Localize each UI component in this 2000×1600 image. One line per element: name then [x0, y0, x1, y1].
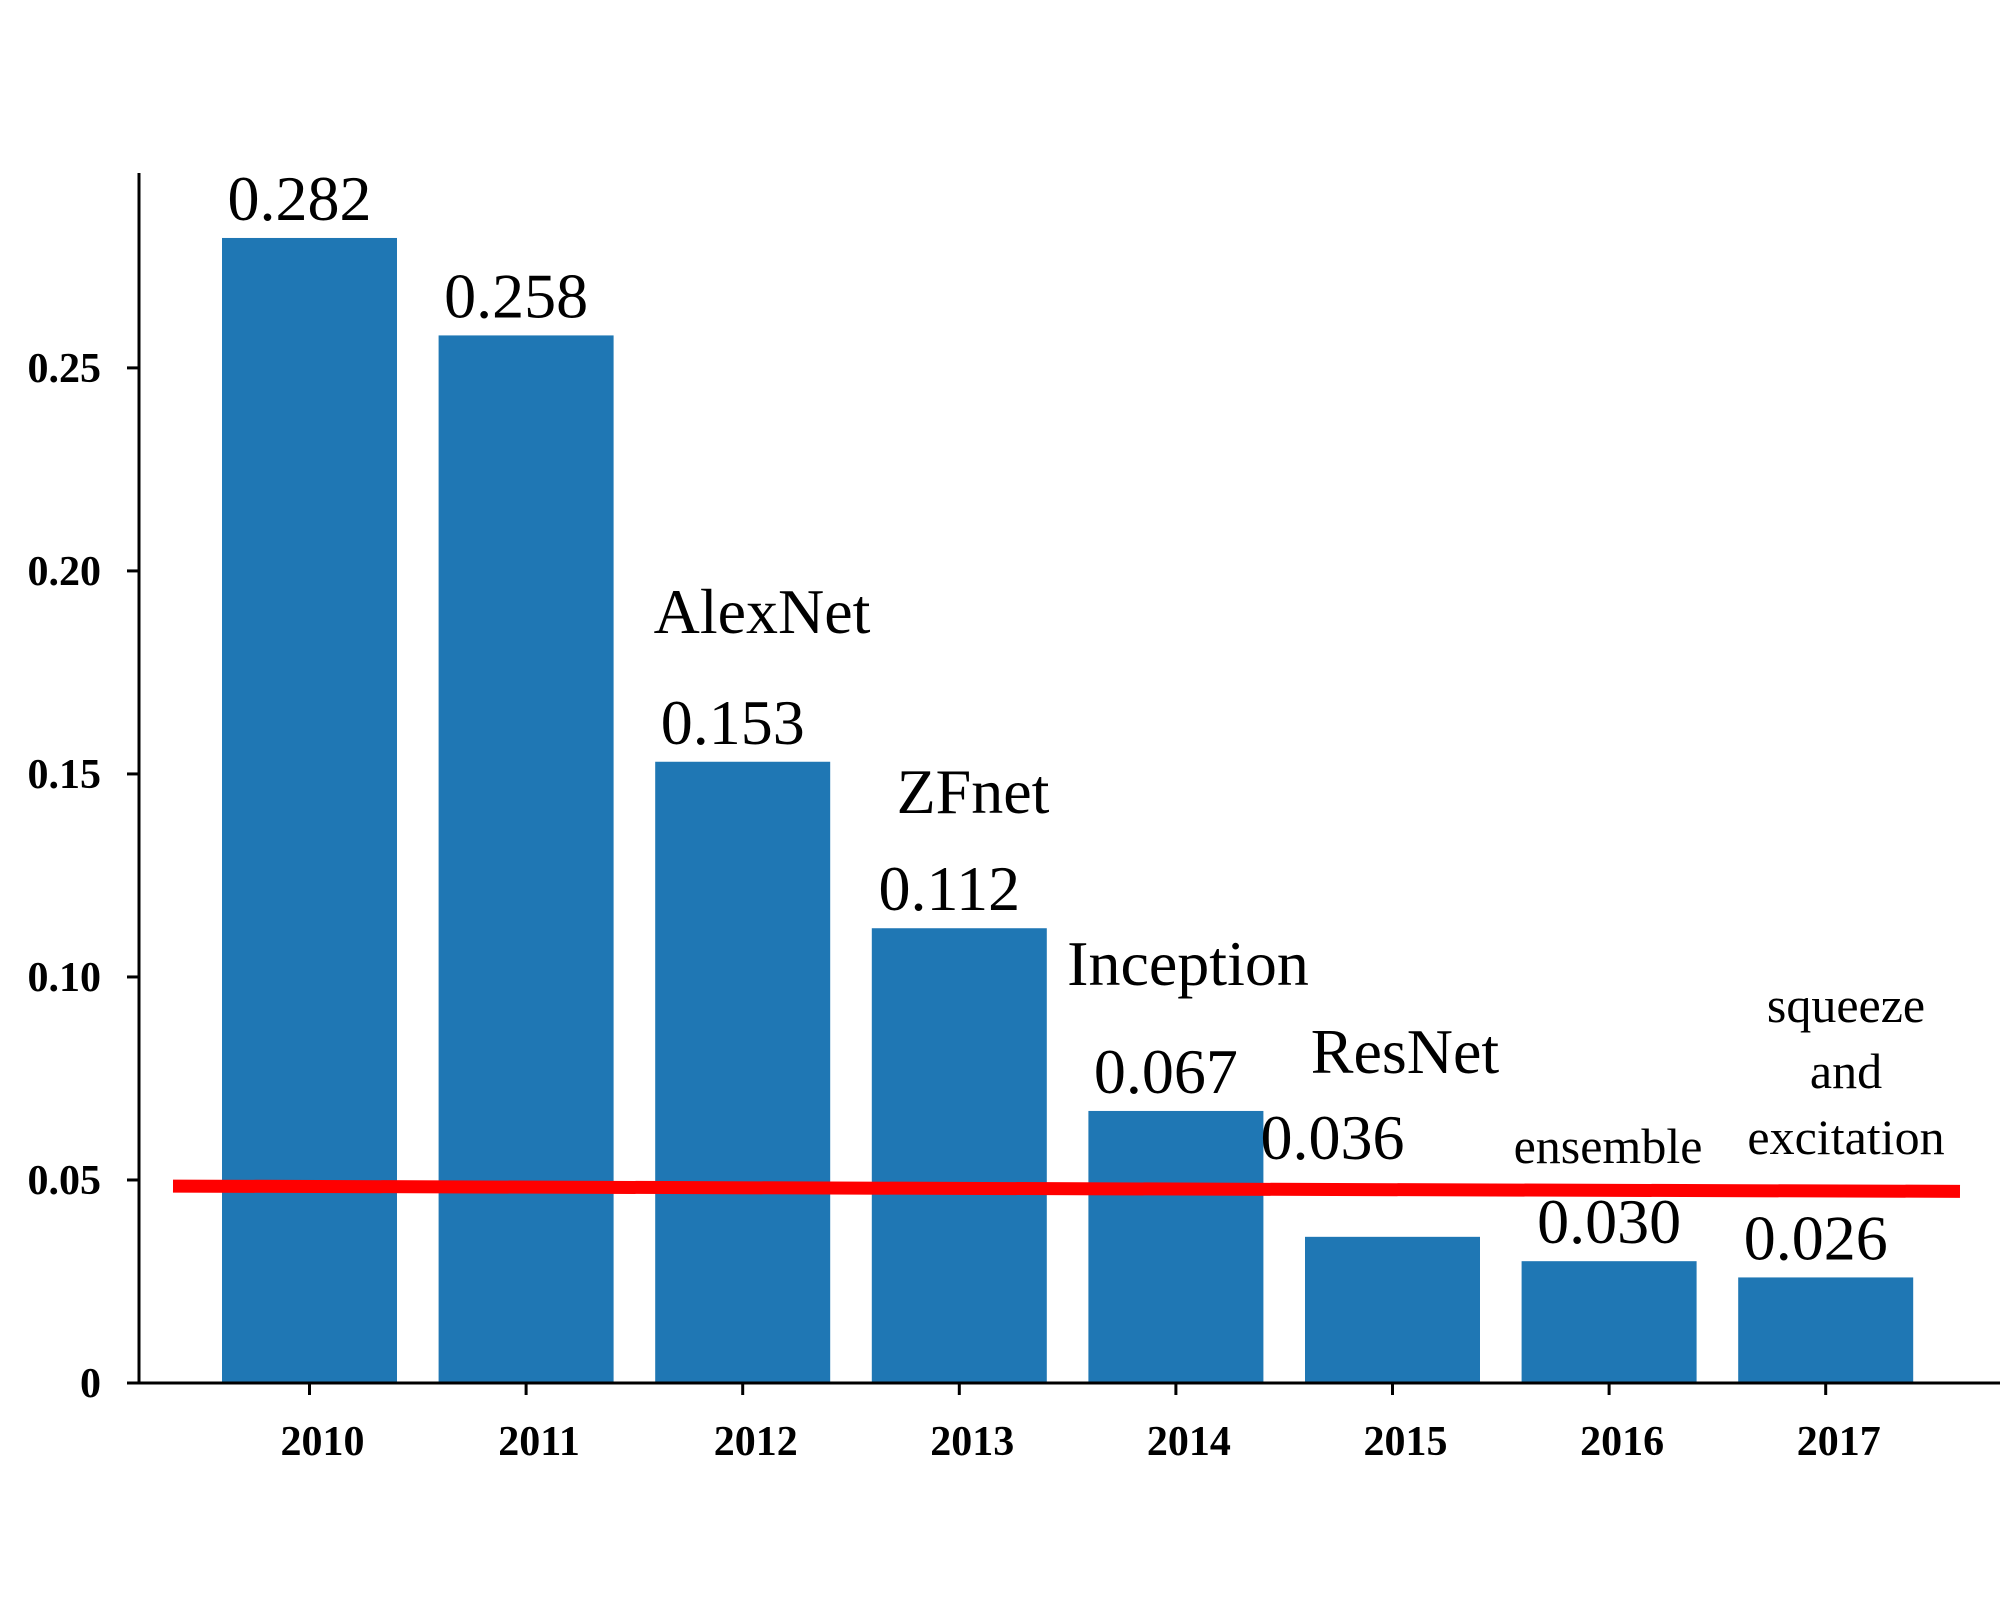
bar-2017 — [1738, 1277, 1914, 1383]
model-label-2017: excitation — [1747, 1109, 1944, 1165]
bar-2014 — [1088, 1110, 1264, 1383]
value-label-2011: 0.258 — [444, 260, 588, 331]
x-tick-label: 2010 — [281, 1419, 365, 1465]
value-label-2012: 0.153 — [661, 687, 805, 758]
labels-layer: 0.282 0.258 0.153 0.112 0.067 0.036 0.030 0.026… — [228, 163, 1945, 1273]
x-tick-label: 2015 — [1364, 1419, 1448, 1465]
bar-2010 — [222, 237, 397, 1384]
reference-line-layer — [172, 1179, 1961, 1198]
bar-2011 — [438, 335, 614, 1383]
model-label-2014: Inception — [1067, 928, 1309, 999]
value-label-2014: 0.067 — [1094, 1036, 1238, 1107]
x-tick-label: 2013 — [930, 1419, 1014, 1465]
value-label-2015: 0.036 — [1261, 1102, 1405, 1173]
value-label-2010: 0.282 — [228, 163, 372, 234]
value-label-2013: 0.112 — [878, 853, 1020, 924]
y-tick-label: 0.15 — [28, 752, 102, 798]
bar-2015 — [1305, 1236, 1480, 1383]
x-tick-label: 2014 — [1147, 1419, 1231, 1465]
reference-line — [172, 1179, 1961, 1198]
x-tick-label: 2016 — [1580, 1419, 1664, 1465]
bars-layer — [222, 237, 1914, 1384]
x-tick-label: 2012 — [714, 1419, 798, 1465]
y-tick-label: 0.20 — [28, 549, 102, 595]
y-tick-label: 0.25 — [28, 346, 102, 392]
model-label-2012: AlexNet — [654, 576, 871, 647]
model-label-2017: squeeze — [1767, 977, 1925, 1033]
axes-layer: 0 0.05 0.10 0.15 0.20 0.25 2010 2011 2012 2013 201… — [28, 173, 2000, 1465]
y-tick-label: 0.05 — [28, 1158, 102, 1204]
value-label-2017: 0.026 — [1744, 1202, 1888, 1273]
bar-2012 — [655, 761, 831, 1383]
value-label-2016: 0.030 — [1537, 1186, 1681, 1257]
bar-2013 — [871, 928, 1047, 1383]
bar-2016 — [1521, 1261, 1697, 1383]
model-label-2015: ResNet — [1311, 1016, 1500, 1087]
model-label-2013: ZFnet — [897, 756, 1050, 827]
x-tick-label: 2011 — [498, 1419, 580, 1465]
model-label-2017: and — [1810, 1043, 1882, 1099]
model-label-2016: ensemble — [1514, 1118, 1703, 1174]
y-tick-label: 0.10 — [28, 955, 102, 1001]
y-tick-label: 0 — [80, 1361, 101, 1407]
x-tick-label: 2017 — [1797, 1419, 1881, 1465]
